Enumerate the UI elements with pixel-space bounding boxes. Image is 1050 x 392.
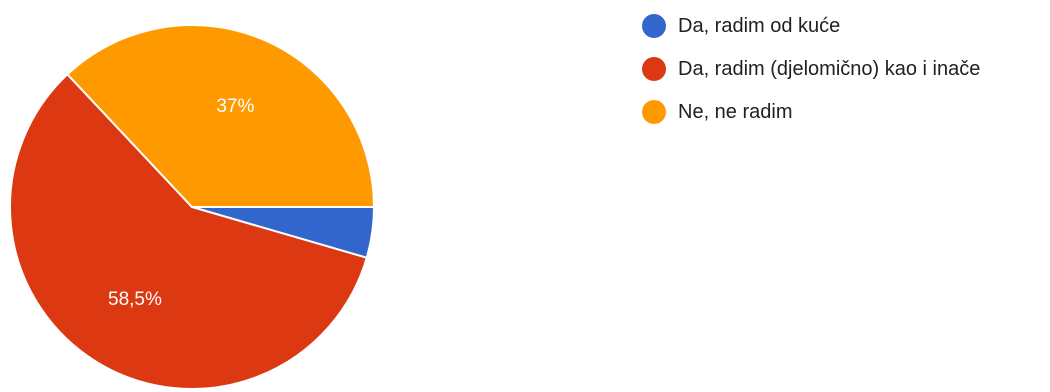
pie-slice-not-working[interactable] — [65, 24, 376, 208]
legend-label: Da, radim od kuće — [678, 14, 841, 37]
pie-slices — [9, 24, 376, 391]
legend-label: Da, radim (djelomično) kao i inače — [678, 57, 981, 80]
legend-item-work-from-home[interactable]: Da, radim od kuće — [642, 11, 1050, 41]
pie-data-labels: 58,5% 37% — [108, 96, 254, 310]
pie-data-label: 37% — [216, 96, 254, 117]
legend-swatch-red — [642, 57, 666, 81]
legend-label: Ne, ne radim — [678, 100, 793, 123]
legend-swatch-blue — [642, 14, 666, 38]
legend-item-work-as-usual[interactable]: Da, radim (djelomično) kao i inače — [642, 54, 1050, 84]
legend-swatch-orange — [642, 100, 666, 124]
legend: Da, radim od kuće Da, radim (djelomično)… — [642, 11, 1050, 140]
pie-slice-work-as-usual[interactable] — [9, 72, 369, 391]
legend-item-not-working[interactable]: Ne, ne radim — [642, 97, 1050, 127]
pie-data-label: 58,5% — [108, 289, 162, 310]
